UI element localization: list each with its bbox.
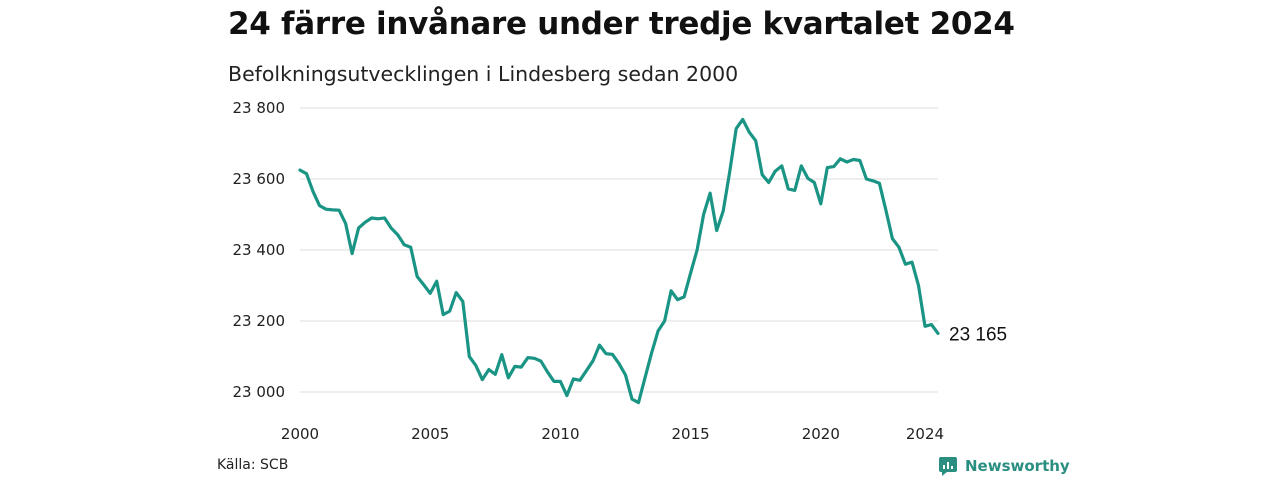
end-value-label: 23 165 [949,324,1007,345]
chart-title: 24 färre invånare under tredje kvartalet… [228,6,1015,42]
population-line [298,117,940,405]
source-note: Källa: SCB [217,457,289,473]
gridlines [300,107,938,393]
x-tick-label: 2024 [906,425,944,443]
x-axis-tick-labels: 2000 2005 2010 2015 2020 2024 [281,425,944,443]
y-tick-label: 23 800 [233,99,286,117]
y-tick-label: 23 600 [233,170,286,188]
x-tick-label: 2005 [411,425,449,443]
y-tick-label: 23 400 [233,241,286,259]
x-tick-label: 2020 [802,425,840,443]
brand-name: Newsworthy [965,457,1070,475]
y-tick-label: 23 000 [233,383,286,401]
chart-subtitle: Befolkningsutvecklingen i Lindesberg sed… [228,62,739,86]
x-tick-label: 2010 [541,425,579,443]
y-tick-label: 23 200 [233,312,286,330]
x-tick-label: 2000 [281,425,319,443]
newsworthy-logo: Newsworthy [938,456,1070,476]
y-axis-tick-labels: 23 000 23 200 23 400 23 600 23 800 [233,99,286,401]
newsworthy-icon [939,457,957,476]
x-tick-label: 2015 [672,425,710,443]
